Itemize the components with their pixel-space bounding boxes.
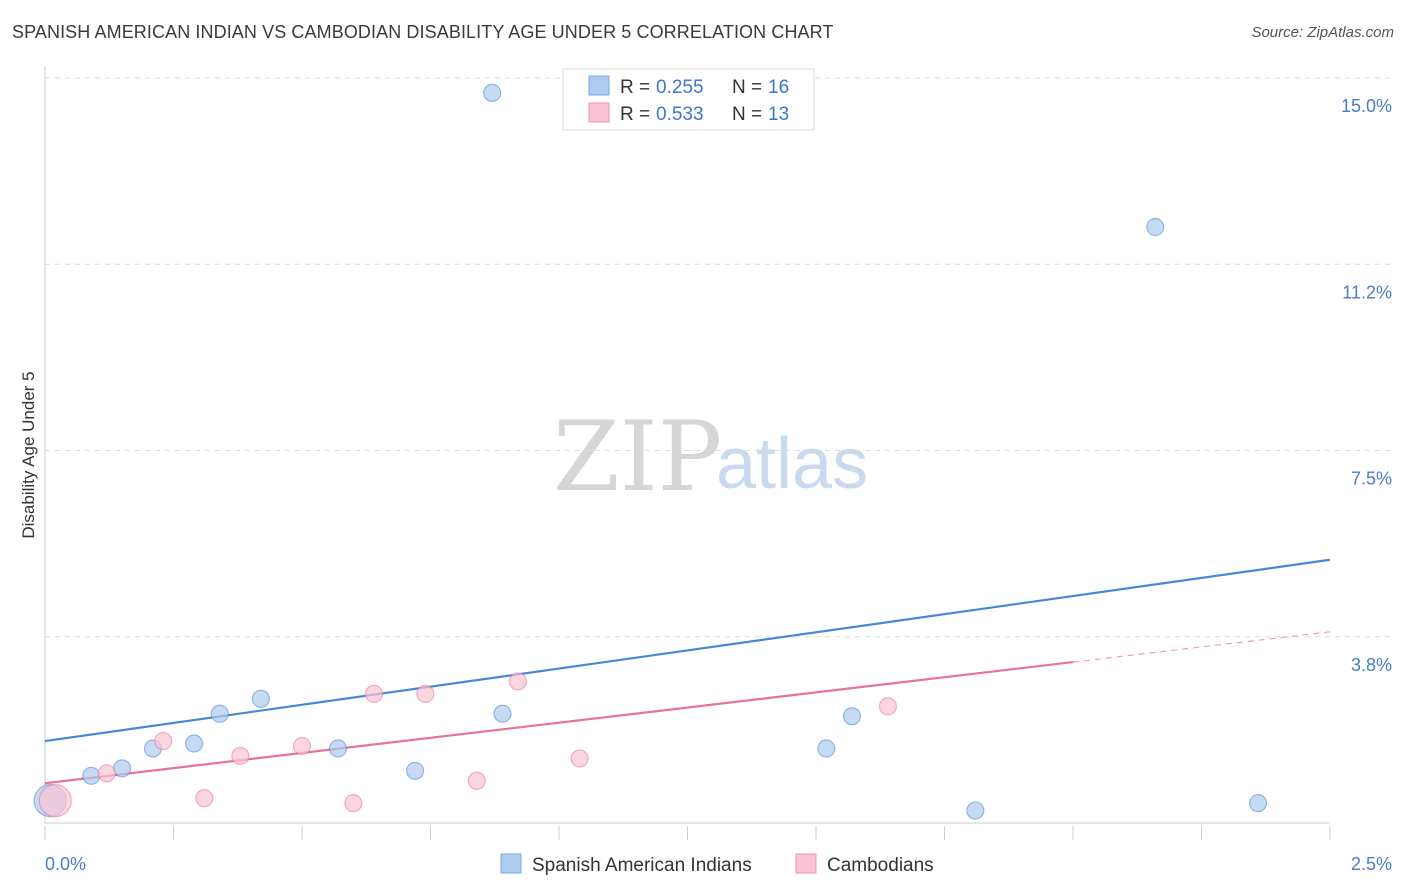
trend-line-extension-1 xyxy=(1072,631,1331,663)
data-point-series-1 xyxy=(154,731,173,751)
legend-n-value: 13 xyxy=(768,104,789,125)
axes xyxy=(44,66,1331,840)
data-point-series-1 xyxy=(292,736,312,756)
data-point-series-0 xyxy=(817,739,836,758)
legend-swatch-spanish-american-indians xyxy=(588,75,610,96)
data-point-series-0 xyxy=(966,801,985,820)
data-point-series-1 xyxy=(467,771,486,790)
data-point-series-0 xyxy=(210,704,229,723)
chart-title: SPANISH AMERICAN INDIAN VS CAMBODIAN DIS… xyxy=(12,22,834,42)
legend-r-value: 0.533 xyxy=(656,104,704,125)
data-point-series-1 xyxy=(344,794,363,813)
legend-swatch-cambodians xyxy=(588,102,610,123)
y-tick-label: 15.0% xyxy=(1341,96,1392,116)
data-point-series-0 xyxy=(1146,217,1165,237)
trend-line-0 xyxy=(44,558,1331,743)
data-point-series-0 xyxy=(328,739,348,758)
data-point-series-0 xyxy=(184,734,204,753)
data-point-series-1 xyxy=(570,749,589,768)
data-point-series-0 xyxy=(251,689,270,708)
data-point-series-1 xyxy=(878,697,898,716)
data-point-series-0 xyxy=(842,707,862,726)
data-point-series-1 xyxy=(97,764,116,783)
source-label: Source: ZipAtlas.com xyxy=(1251,24,1394,41)
legend-n-label: N = xyxy=(732,104,762,125)
y-tick-label: 7.5% xyxy=(1351,469,1392,489)
grid-lines xyxy=(45,77,1392,638)
data-point-series-0 xyxy=(493,704,512,723)
x-tick-label: 0.0% xyxy=(45,854,86,874)
data-point-series-1 xyxy=(38,784,72,818)
data-point-series-0 xyxy=(1248,794,1268,813)
data-point-series-0 xyxy=(483,83,502,103)
legend-r-label: R = xyxy=(620,77,650,98)
watermark-atlas: atlas xyxy=(716,424,868,504)
watermark-zip: ZIP xyxy=(553,401,722,513)
data-point-series-0 xyxy=(112,759,132,778)
legend-bottom-swatch-cambodians xyxy=(795,853,817,874)
x-tick-label: 2.5% xyxy=(1351,854,1392,874)
legend-n-value: 16 xyxy=(768,77,789,98)
legend-n-label: N = xyxy=(732,77,762,98)
legend-r-value: 0.255 xyxy=(656,77,704,98)
data-point-series-1 xyxy=(195,789,214,808)
legend-r-label: R = xyxy=(620,104,650,125)
data-point-series-0 xyxy=(405,761,425,780)
legend-bottom-label: Spanish American Indians xyxy=(532,855,752,876)
y-tick-label: 11.2% xyxy=(1342,282,1392,302)
data-point-series-0 xyxy=(82,766,101,785)
data-points xyxy=(33,83,1268,820)
legend-bottom-swatch-spanish-american-indians xyxy=(500,853,522,874)
data-point-series-1 xyxy=(416,684,435,703)
data-point-series-1 xyxy=(508,672,527,691)
legend-bottom: Spanish American Indians Cambodians xyxy=(500,853,934,876)
legend-top: R = 0.255 N = 16 R = 0.533 N = 13 xyxy=(562,68,815,131)
y-axis-label: Disability Age Under 5 xyxy=(19,371,38,538)
data-point-series-1 xyxy=(364,684,384,703)
legend-bottom-label: Cambodians xyxy=(827,855,934,876)
tick-labels: 15.0% 11.2% 7.5% 3.8% 0.0% 2.5% xyxy=(45,96,1392,874)
trend-lines xyxy=(44,558,1331,785)
y-tick-label: 3.8% xyxy=(1351,655,1392,675)
data-point-series-1 xyxy=(231,746,250,766)
trend-line-1 xyxy=(44,660,1074,785)
